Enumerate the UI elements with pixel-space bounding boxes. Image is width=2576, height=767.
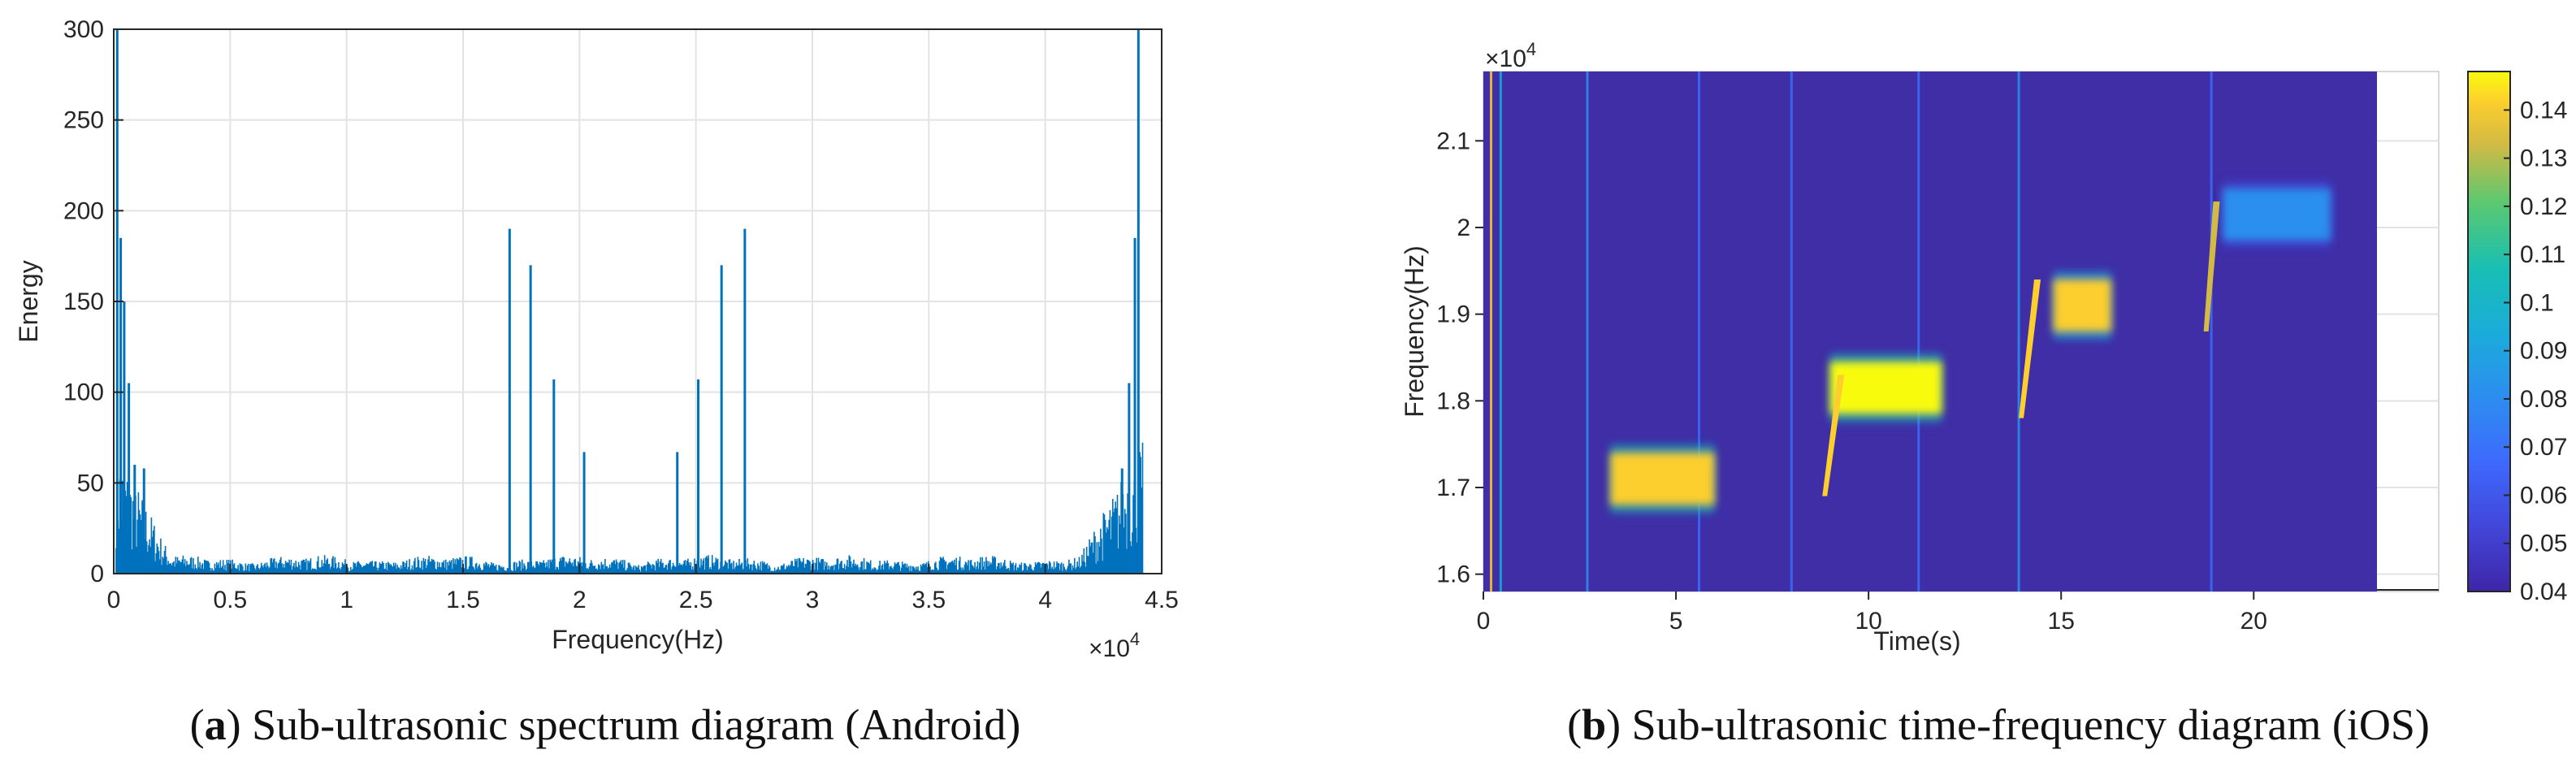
spectrum-y-tick-label: 300 [63, 16, 104, 43]
spectrum-y-tick-label: 200 [63, 197, 104, 224]
spectrogram-x-tick-label: 10 [1855, 608, 1881, 635]
colorbar-tick-label: 0.07 [2520, 434, 2567, 461]
spectrum-x-tick-label: 0.5 [213, 587, 247, 613]
spectrum-x-tick-label: 0 [107, 587, 121, 613]
spectrum-x-tick-label: 4.5 [1145, 587, 1179, 613]
colorbar-tick-label: 0.11 [2520, 241, 2565, 268]
spectrogram-chart: 0 5 10 15 20 1.6 1.7 1.8 1.9 2 2.1 Time(s) Frequen… [1400, 39, 2567, 749]
spectrogram-sweep [2203, 202, 2220, 332]
spectrogram-axis-ticks: 0 5 10 15 20 1.6 1.7 1.8 1.9 2 2.1 [1436, 128, 2267, 635]
spectrogram-y-tick-label: 2.1 [1436, 128, 1470, 154]
spectrogram-tone [1829, 362, 1942, 414]
spectrum-x-tick-label: 1 [340, 587, 353, 613]
spectrogram-caption-letter: b [1582, 700, 1606, 749]
spectrogram-x-tick-label: 15 [2048, 608, 2075, 635]
spectrogram-y-tick-label: 1.7 [1436, 474, 1470, 501]
spectrogram-y-multiplier: ×104 [1485, 39, 1536, 72]
spectrogram-image [1483, 72, 2377, 592]
spectrum-x-multiplier-base: ×10 [1089, 635, 1130, 662]
spectrum-caption: (a) Sub-ultrasonic spectrum diagram (And… [190, 700, 1021, 749]
spectrum-y-tick-label: 50 [77, 470, 104, 496]
spectrum-caption-letter: a [205, 700, 227, 749]
colorbar-tick-label: 0.14 [2520, 97, 2567, 124]
spectrogram-x-tick-label: 20 [2240, 608, 2267, 635]
spectrogram-tone [2223, 188, 2331, 240]
spectrum-x-tick-label: 2 [573, 587, 587, 613]
spectrum-y-tick-label: 0 [90, 561, 104, 587]
spectrum-plot-frame [113, 28, 1162, 574]
colorbar-tick-label: 0.13 [2520, 145, 2567, 172]
colorbar-tick-label: 0.08 [2520, 386, 2567, 413]
colorbar-tick-label: 0.1 [2520, 289, 2554, 316]
spectrum-x-axis-label: Frequency(Hz) [552, 625, 724, 654]
spectrogram-tone [1610, 453, 1715, 505]
spectrum-x-multiplier: ×104 [1089, 629, 1140, 662]
spectrum-x-tick-label: 3.5 [911, 587, 946, 613]
colorbar-tick-label: 0.12 [2520, 193, 2567, 220]
colorbar-tick-label: 0.05 [2520, 531, 2567, 557]
spectrogram-x-tick-label: 0 [1477, 608, 1491, 635]
spectrum-caption-text: Sub-ultrasonic spectrum diagram (Android… [252, 700, 1020, 749]
spectrogram-x-axis-label: Time(s) [1873, 626, 1960, 656]
spectrum-y-tick-label: 150 [63, 288, 104, 315]
spectrum-x-tick-label: 2.5 [679, 587, 713, 613]
spectrum-axis-ticks: 0 0.5 1 1.5 2 2.5 3 3.5 4 4.5 0 50 100 150 200 250 300 [63, 16, 1179, 613]
colorbar-ticks: 0.04 0.05 0.06 0.07 0.08 0.09 0.1 0.11 0.12 0.13 0… [2504, 97, 2567, 605]
spectrogram-sweep [2019, 280, 2041, 418]
spectrum-x-tick-label: 4 [1038, 587, 1052, 613]
spectrum-y-tick-label: 100 [63, 379, 104, 406]
spectrogram-y-axis-label: Frequency(Hz) [1400, 245, 1429, 418]
spectrogram-tone [2053, 280, 2111, 332]
spectrogram-y-tick-label: 1.6 [1436, 561, 1470, 588]
spectrogram-y-multiplier-base: ×10 [1485, 46, 1526, 72]
spectrogram-y-tick-label: 1.9 [1436, 301, 1470, 328]
spectrum-x-multiplier-exponent: 4 [1130, 629, 1140, 649]
spectrogram-features [1489, 72, 2331, 592]
spectrogram-x-tick-label: 5 [1669, 608, 1683, 635]
colorbar-gradient [2467, 71, 2511, 592]
spectrogram-caption-text: Sub-ultrasonic time-frequency diagram (i… [1632, 700, 2430, 749]
spectrogram-y-tick-label: 2 [1457, 214, 1470, 241]
spectrum-x-tick-label: 3 [806, 587, 820, 613]
spectrogram-gridlines [2377, 140, 2439, 591]
colorbar: 0.04 0.05 0.06 0.07 0.08 0.09 0.1 0.11 0.12 0.13 0… [2467, 71, 2567, 605]
spectrogram-y-multiplier-exponent: 4 [1526, 39, 1536, 59]
colorbar-tick-label: 0.09 [2520, 338, 2567, 365]
colorbar-tick-label: 0.04 [2520, 578, 2567, 605]
spectrum-y-tick-label: 250 [63, 107, 104, 134]
spectrogram-caption: (b) Sub-ultrasonic time-frequency diagra… [1567, 700, 2430, 749]
spectrum-y-axis-label: Energy [14, 260, 43, 342]
spectrogram-y-tick-label: 1.8 [1436, 388, 1470, 414]
spectrum-x-tick-label: 1.5 [446, 587, 480, 613]
spectrogram-sweep [1822, 375, 1845, 496]
colorbar-tick-label: 0.06 [2520, 482, 2567, 509]
